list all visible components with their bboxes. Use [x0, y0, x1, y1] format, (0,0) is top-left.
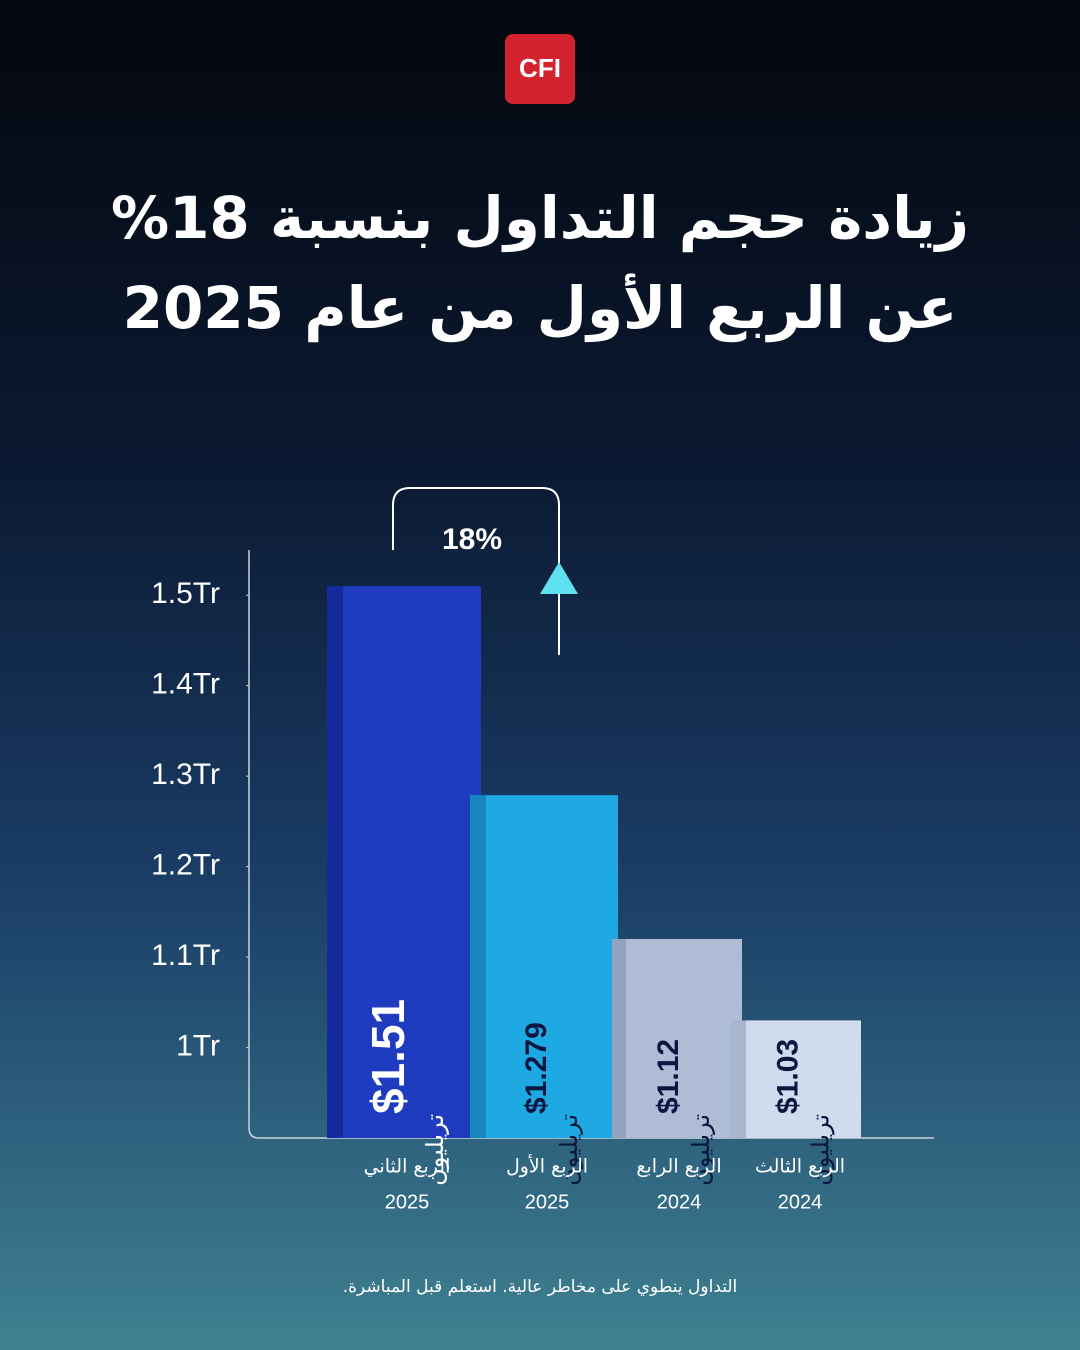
axis — [248, 550, 934, 1139]
y-tick-label: 1.1Tr — [151, 939, 220, 972]
bar-side — [470, 795, 486, 1138]
bar-side — [327, 586, 343, 1138]
logo: CFI — [519, 53, 561, 83]
x-tick-label: الربع الرابع — [636, 1156, 721, 1178]
bar — [746, 1020, 861, 1138]
bar — [343, 586, 481, 1138]
y-tick-label: 1.3Tr — [151, 758, 220, 791]
bracket — [392, 487, 560, 655]
x-tick-label: 2025 — [525, 1191, 570, 1213]
footer: التداول ينطوي على مخاطر عالية. استعلم قب… — [343, 1277, 738, 1297]
unit-label: تريليون — [555, 1114, 583, 1186]
value-label: $1.279 — [520, 1022, 553, 1114]
x-tick-label: 2024 — [657, 1191, 702, 1213]
y-tick-label: 1Tr — [176, 1029, 220, 1062]
unit-label: تريليون — [807, 1114, 835, 1186]
annotation: 18% — [442, 523, 502, 556]
bar-side — [612, 938, 626, 1138]
y-tick-label: 1.2Tr — [151, 849, 220, 882]
unit-label: تريليون — [421, 1114, 449, 1186]
logo-box — [505, 34, 575, 104]
bar — [486, 795, 618, 1138]
x-tick-label: الربع الثالث — [755, 1156, 845, 1178]
bar-side — [730, 1020, 746, 1138]
unit-label: تريليون — [687, 1114, 715, 1186]
chart-title: عن الربع الأول من عام 2025 — [123, 273, 958, 343]
bar — [626, 938, 742, 1138]
value-label: $1.12 — [652, 1039, 685, 1114]
x-tick-label: 2024 — [778, 1191, 823, 1213]
x-tick-label: 2025 — [385, 1191, 430, 1213]
y-tick-label: 1.4Tr — [151, 668, 220, 701]
value-label: $1.03 — [771, 1039, 804, 1114]
x-tick-label: الربع الثاني — [364, 1156, 451, 1178]
value-label: $1.51 — [362, 999, 414, 1114]
chart-title: زيادة حجم التداول بنسبة 18% — [111, 184, 969, 253]
arrow-head — [540, 562, 578, 594]
y-tick-label: 1.5Tr — [151, 577, 220, 610]
x-tick-label: الربع الأول — [506, 1155, 588, 1178]
